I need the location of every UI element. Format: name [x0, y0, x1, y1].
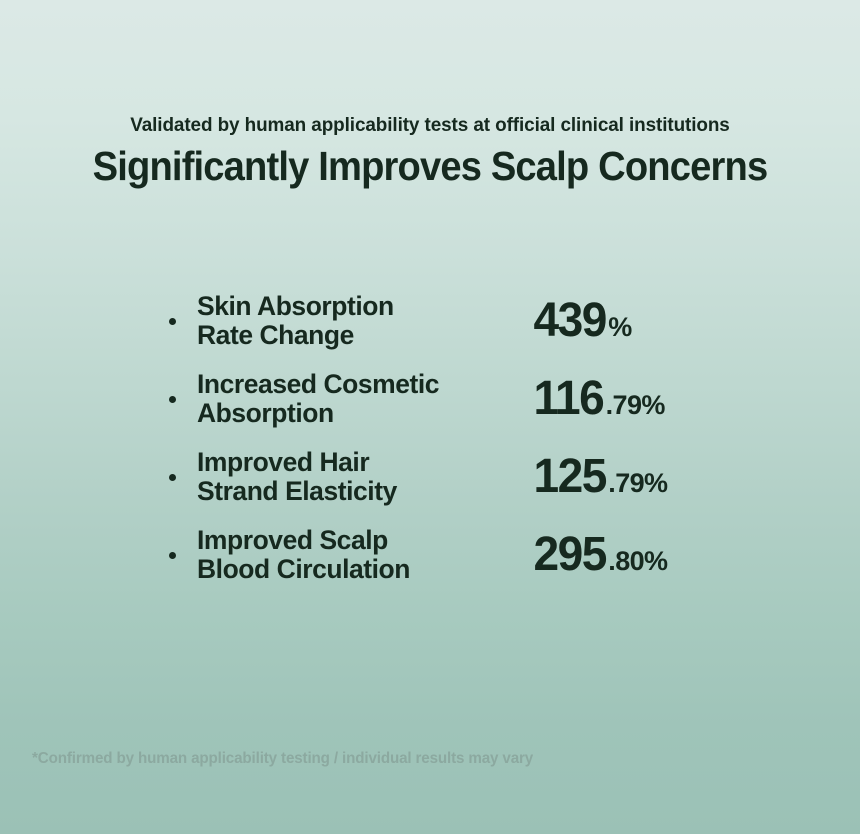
- list-item: Skin Absorption Rate Change 439 %: [165, 282, 765, 360]
- stat-value-main: 439: [533, 294, 608, 347]
- stat-label-line1: Increased Cosmetic: [197, 369, 440, 399]
- stat-value-suffix: .79%: [608, 468, 668, 498]
- bullet-cell: [165, 395, 197, 403]
- stat-label-line2: Strand Elasticity: [197, 476, 397, 506]
- footnote-disclaimer: *Confirmed by human applicability testin…: [32, 750, 534, 767]
- stat-value-main: 295: [533, 528, 608, 581]
- stat-value-suffix: .79%: [605, 390, 666, 420]
- stat-value: 125 .79%: [532, 453, 765, 501]
- bullet-dot-icon: [169, 395, 176, 403]
- stat-label: Improved Hair Strand Elasticity: [197, 448, 525, 506]
- list-item: Improved Hair Strand Elasticity 125 .79%: [165, 438, 765, 516]
- stat-value-main: 125: [533, 450, 608, 503]
- eyebrow-text: Validated by human applicability tests a…: [130, 114, 730, 136]
- bullet-dot-icon: [169, 317, 176, 325]
- stats-list: Skin Absorption Rate Change 439 % Increa…: [165, 282, 765, 594]
- stat-label: Improved Scalp Blood Circulation: [197, 526, 525, 584]
- list-item: Improved Scalp Blood Circulation 295 .80…: [165, 516, 765, 594]
- list-item: Increased Cosmetic Absorption 116 .79%: [165, 360, 765, 438]
- stat-value: 116 .79%: [532, 375, 765, 423]
- poster-header: Validated by human applicability tests a…: [0, 112, 860, 190]
- stat-value: 295 .80%: [532, 531, 765, 579]
- bullet-cell: [165, 473, 197, 481]
- page-title: Significantly Improves Scalp Concerns: [92, 143, 768, 189]
- bullet-dot-icon: [169, 551, 176, 559]
- bullet-cell: [165, 317, 197, 325]
- stat-label-line1: Improved Scalp: [197, 525, 388, 555]
- stat-label-line1: Improved Hair: [197, 447, 370, 477]
- stat-value-suffix: %: [608, 312, 632, 342]
- stat-label: Increased Cosmetic Absorption: [197, 370, 525, 428]
- stat-label-line2: Rate Change: [197, 320, 354, 350]
- bullet-dot-icon: [169, 473, 176, 481]
- stat-label-line1: Skin Absorption: [197, 291, 394, 321]
- stat-value: 439 %: [532, 297, 765, 345]
- stat-value-main: 116: [533, 372, 604, 425]
- stat-label-line2: Absorption: [197, 398, 334, 428]
- stat-value-suffix: .80%: [608, 546, 668, 576]
- bullet-cell: [165, 551, 197, 559]
- stat-label-line2: Blood Circulation: [197, 554, 410, 584]
- stat-label: Skin Absorption Rate Change: [197, 292, 525, 350]
